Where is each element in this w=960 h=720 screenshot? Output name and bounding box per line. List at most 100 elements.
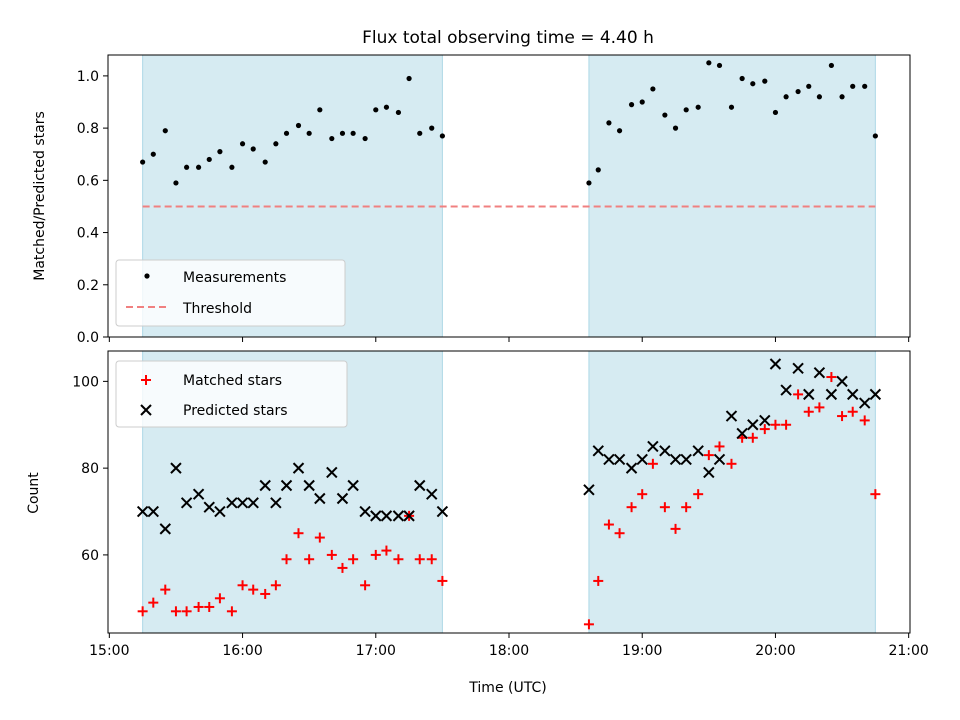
cross-b bbox=[270, 497, 282, 509]
measurement-point bbox=[795, 88, 801, 95]
predicted-star-point bbox=[136, 505, 149, 518]
predicted-star-point bbox=[170, 462, 182, 474]
cross-b bbox=[769, 358, 782, 370]
measurement-point bbox=[317, 107, 323, 113]
bottom-y-tick-label: 60 bbox=[81, 548, 99, 564]
bottom-plot-frame bbox=[107, 350, 911, 634]
x-tick-label: 15:00 bbox=[89, 643, 129, 659]
matched-star-point bbox=[270, 580, 281, 591]
cross-b bbox=[136, 505, 149, 518]
predicted-star-point bbox=[636, 453, 648, 466]
predicted-star-point bbox=[792, 362, 804, 375]
cross-b bbox=[292, 462, 305, 474]
chart-title: Flux total observing time = 4.40 h bbox=[362, 28, 654, 48]
measurement-point bbox=[217, 149, 223, 155]
legend-measurements-marker bbox=[144, 273, 150, 279]
predicted-star-point bbox=[703, 466, 715, 479]
matched-star-point bbox=[659, 502, 670, 513]
matched-star-point bbox=[870, 489, 881, 500]
predicted-star-point bbox=[680, 453, 692, 466]
measurement-point bbox=[273, 141, 279, 147]
measurement-point bbox=[839, 94, 845, 100]
cross-b bbox=[303, 479, 315, 492]
measurement-point bbox=[429, 125, 435, 131]
matched-star-point bbox=[859, 415, 870, 426]
cross-b bbox=[336, 492, 349, 505]
top-y-axis-label: Matched/Predicted stars bbox=[32, 111, 48, 281]
x-tick-label: 17:00 bbox=[356, 643, 396, 659]
predicted-star-point bbox=[259, 479, 271, 492]
x-tick-label: 16:00 bbox=[222, 643, 262, 659]
predicted-star-point bbox=[825, 388, 838, 401]
cross-b bbox=[236, 497, 249, 509]
cross-b bbox=[159, 523, 171, 535]
matched-star-point bbox=[626, 502, 637, 513]
matched-star-point bbox=[670, 523, 681, 534]
top-panel: 0.0 0.2 0.4 0.6 0.8 1.0 Measurements Threshold bbox=[77, 54, 911, 346]
cross-b bbox=[603, 453, 615, 466]
matched-star-point bbox=[204, 601, 215, 612]
predicted-star-point bbox=[203, 501, 215, 513]
x-tick-label: 18:00 bbox=[489, 643, 529, 659]
matched-star-point bbox=[637, 489, 648, 500]
cross-b bbox=[825, 388, 838, 401]
matched-star-point bbox=[803, 406, 814, 417]
measurement-point bbox=[206, 156, 212, 163]
cross-b bbox=[370, 510, 382, 522]
measurement-point bbox=[806, 83, 812, 89]
matched-star-point bbox=[160, 584, 171, 595]
matched-star-point bbox=[426, 554, 437, 565]
measurement-point bbox=[772, 109, 779, 116]
measurement-point bbox=[250, 146, 256, 152]
predicted-star-point bbox=[347, 479, 359, 492]
predicted-star-point bbox=[426, 488, 438, 500]
bottom-legend-box bbox=[115, 360, 348, 428]
matched-star-point bbox=[837, 411, 848, 422]
x-tick-label: 20:00 bbox=[755, 643, 795, 659]
cross-b bbox=[759, 414, 771, 427]
matched-star-point bbox=[237, 580, 248, 591]
predicted-star-point bbox=[180, 497, 193, 509]
matched-star-point bbox=[770, 419, 781, 430]
predicted-star-point bbox=[847, 388, 859, 401]
predicted-star-point bbox=[236, 497, 249, 509]
predicted-star-point bbox=[759, 414, 771, 427]
cross-b bbox=[147, 505, 160, 518]
measurement-point bbox=[339, 130, 346, 136]
top-plot-frame bbox=[107, 54, 911, 338]
measurement-point bbox=[173, 180, 179, 186]
measurement-point bbox=[586, 180, 592, 186]
predicted-star-point bbox=[869, 388, 882, 401]
matched-star-point bbox=[726, 458, 737, 469]
cross-b bbox=[636, 453, 648, 466]
measurement-point bbox=[639, 99, 645, 105]
measurement-point bbox=[373, 107, 379, 113]
predicted-star-point bbox=[803, 388, 815, 401]
measurement-point bbox=[162, 128, 168, 134]
measurement-point bbox=[783, 94, 789, 100]
predicted-star-point bbox=[147, 505, 160, 518]
cross-b bbox=[747, 419, 759, 431]
matched-star-point bbox=[337, 562, 348, 573]
predicted-star-point bbox=[592, 445, 604, 457]
matched-star-point bbox=[360, 580, 371, 591]
predicted-star-point bbox=[270, 497, 282, 509]
top-y-tick-label: 0.8 bbox=[77, 121, 99, 137]
predicted-star-point bbox=[303, 479, 315, 492]
matched-star-point bbox=[414, 554, 425, 565]
legend-threshold-label: Threshold bbox=[182, 301, 252, 317]
measurement-point bbox=[395, 109, 402, 116]
measurement-point bbox=[862, 83, 868, 89]
x-axis-label: Time (UTC) bbox=[468, 680, 546, 696]
measurement-point bbox=[728, 104, 735, 110]
predicted-star-point bbox=[292, 462, 305, 474]
matched-star-point bbox=[137, 606, 148, 617]
measurement-point bbox=[695, 104, 701, 110]
cross-b bbox=[713, 453, 726, 466]
matched-star-point bbox=[714, 441, 725, 452]
measurement-point bbox=[239, 141, 246, 147]
cross-b bbox=[380, 510, 393, 522]
matched-star-point bbox=[693, 489, 704, 500]
matched-star-point bbox=[747, 432, 758, 443]
